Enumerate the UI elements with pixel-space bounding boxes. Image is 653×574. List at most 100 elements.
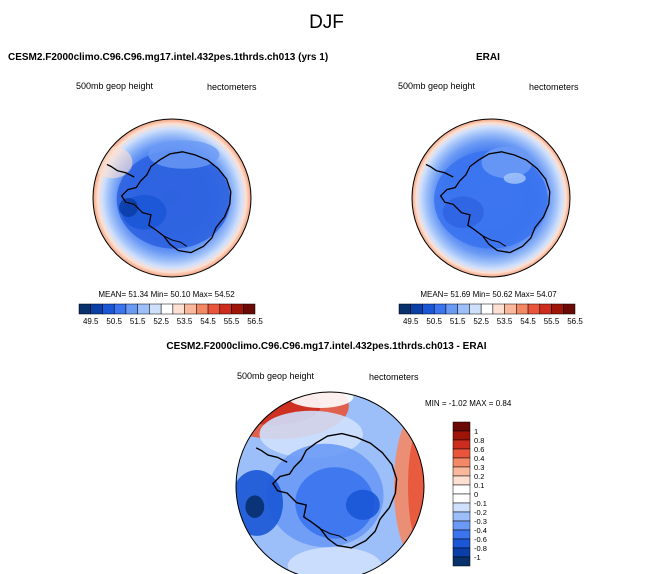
diff-peninsula — [255, 447, 288, 463]
obs-colorbar-tick: 53.5 — [497, 317, 513, 326]
diff-colorbar-cell — [452, 484, 471, 495]
model-colorbar-tick: 50.5 — [106, 317, 122, 326]
obs-colorbar-tick: 55.5 — [544, 317, 560, 326]
obs-colorbar-cell — [527, 303, 541, 315]
model-colorbar-cell — [137, 303, 150, 315]
figure-title: DJF — [309, 12, 344, 33]
model-peninsula — [106, 163, 135, 178]
model-colorbar-tick: 53.5 — [177, 317, 193, 326]
diff-colorbar-tick: 0.2 — [474, 472, 484, 481]
model-colorbar-cell — [243, 303, 256, 315]
obs-colorbar-cell — [504, 303, 517, 315]
obs-colorbar-cell — [563, 303, 576, 315]
obs-colorbar-cell — [445, 303, 458, 315]
diff-colorbar-cell — [452, 529, 471, 540]
diff-colorbar-cell — [452, 457, 471, 468]
diff-colorbar-tick: 0 — [474, 490, 478, 499]
model-colorbar-tick: 54.5 — [200, 317, 216, 326]
model-colorbar-tick: 56.5 — [247, 317, 263, 326]
diff-colorbar-tick: 0.6 — [474, 445, 484, 454]
obs-peninsula — [425, 163, 454, 178]
diff-colorbar-cell — [452, 430, 471, 441]
diff-colorbar-tick: 0.4 — [474, 454, 484, 463]
obs-colorbar-cell — [539, 303, 552, 315]
diff-contour-region — [287, 392, 354, 408]
obs-colorbar-tick: 49.5 — [403, 317, 419, 326]
diff-colorbar-tick: -0.2 — [474, 508, 487, 517]
diff-coastline — [272, 432, 398, 549]
obs-contour-region — [442, 196, 484, 229]
model-colorbar-cell — [172, 303, 185, 315]
obs-colorbar-cell — [480, 303, 494, 315]
diff-colorbar-cell — [452, 502, 471, 513]
diff-colorbar-cell — [452, 520, 471, 531]
model-colorbar-cell — [219, 303, 232, 315]
diff-colorbar-tick: -0.4 — [474, 526, 487, 535]
model-colorbar-cell — [125, 303, 138, 315]
obs-contour-region — [503, 172, 526, 184]
obs-panel-title: ERAI — [476, 52, 500, 63]
model-colorbar-cell — [90, 303, 103, 315]
diff-colorbar-tick: 0.3 — [474, 463, 484, 472]
model-colorbar-tick: 55.5 — [224, 317, 240, 326]
model-colorbar-cell — [160, 303, 174, 315]
obs-colorbar-cell — [410, 303, 423, 315]
model-ice-shelf — [163, 235, 187, 247]
diff-colorbar-cell — [452, 448, 471, 459]
model-colorbar-tick: 52.5 — [153, 317, 169, 326]
model-map-border — [92, 118, 252, 278]
diff-contour-region — [408, 429, 424, 543]
obs-colorbar-cell — [551, 303, 564, 315]
obs-colorbar-tick: 51.5 — [450, 317, 466, 326]
diff-colorbar-cell — [452, 556, 471, 567]
obs-contour-region — [481, 146, 533, 179]
obs-colorbar-cell — [398, 303, 411, 315]
diff-contour-region — [295, 467, 375, 539]
model-colorbar-tick: 49.5 — [83, 317, 99, 326]
model-colorbar-cell — [149, 303, 162, 315]
obs-stats: MEAN= 51.69 Min= 50.62 Max= 54.07 — [420, 290, 557, 299]
obs-colorbar-cell — [469, 303, 482, 315]
obs-ice-shelf — [482, 235, 506, 247]
obs-map — [412, 119, 570, 277]
diff-colorbar-tick: -0.1 — [474, 499, 487, 508]
model-colorbar-tick: 51.5 — [130, 317, 146, 326]
diff-colorbar-cell — [452, 466, 471, 477]
diff-colorbar-cell — [452, 493, 471, 504]
obs-colorbar-tick: 54.5 — [520, 317, 536, 326]
obs-colorbar-tick: 50.5 — [426, 317, 442, 326]
diff-colorbar-cell — [452, 421, 471, 432]
obs-colorbar-cell — [433, 303, 447, 315]
diff-colorbar-cell — [452, 475, 471, 486]
diff-contour-region — [345, 489, 380, 520]
model-colorbar-cell — [184, 303, 197, 315]
diff-map-border — [235, 391, 425, 574]
diff-units-label: hectometers — [369, 372, 419, 382]
diff-colorbar-tick: -0.8 — [474, 544, 487, 553]
diff-panel-title: CESM2.F2000climo.C96.C96.mg17.intel.432p… — [166, 341, 487, 352]
model-stats: MEAN= 51.34 Min= 50.10 Max= 54.52 — [98, 290, 235, 299]
diff-colorbar-tick: -0.3 — [474, 517, 487, 526]
obs-colorbar-tick: 52.5 — [473, 317, 489, 326]
diff-colorbar-cell — [452, 547, 471, 558]
model-contour-region — [119, 198, 139, 217]
model-colorbar-cell — [78, 303, 91, 315]
model-colorbar-cell — [102, 303, 115, 315]
diff-contour-region — [287, 547, 382, 574]
obs-colorbar-cell — [422, 303, 435, 315]
obs-colorbar-tick: 56.5 — [567, 317, 583, 326]
diff-colorbar-cell — [452, 439, 471, 450]
obs-coastline — [439, 151, 551, 254]
model-colorbar-cell — [113, 303, 127, 315]
obs-colorbar-cell — [492, 303, 505, 315]
diff-map — [236, 392, 424, 574]
model-variable-label: 500mb geop height — [76, 81, 154, 91]
obs-colorbar-cell — [516, 303, 529, 315]
diff-colorbar-tick: -1 — [474, 553, 481, 562]
diff-contour-region — [245, 495, 265, 518]
model-units-label: hectometers — [207, 82, 257, 92]
diff-ice-shelf — [320, 528, 347, 542]
obs-units-label: hectometers — [529, 82, 579, 92]
model-contour-region — [148, 140, 220, 169]
